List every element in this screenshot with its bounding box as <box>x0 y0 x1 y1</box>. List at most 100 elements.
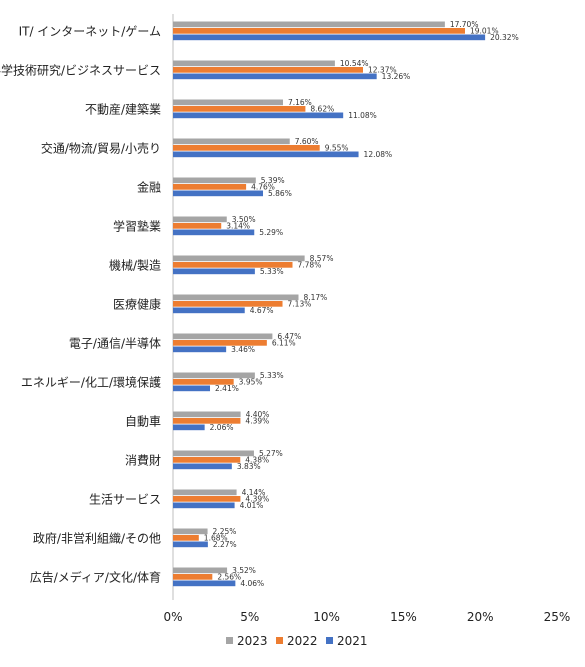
bar-2023 <box>173 138 290 145</box>
bar-2021 <box>173 229 255 236</box>
bar-2021 <box>173 424 205 431</box>
category-label: 消費財 <box>125 452 161 467</box>
data-label: 4.39% <box>245 494 269 503</box>
x-tick-label: 10% <box>313 610 340 624</box>
bar-2023 <box>173 372 255 379</box>
category-label: 医療健康 <box>113 296 161 311</box>
bar-2023 <box>173 567 228 574</box>
bar-2022 <box>173 28 465 34</box>
data-label: 8.62% <box>310 104 334 113</box>
bar-2021 <box>173 151 359 158</box>
data-label: 4.39% <box>245 416 269 425</box>
category-label: エネルギー/化工/環境保護 <box>21 374 161 389</box>
x-tick-label: 25% <box>544 610 571 624</box>
data-label: 5.39% <box>261 176 285 185</box>
bar-2022 <box>173 262 293 268</box>
x-tick-label: 20% <box>467 610 494 624</box>
bar-2022 <box>173 457 241 463</box>
bar-2021 <box>173 112 344 119</box>
bar-2022 <box>173 418 241 424</box>
data-label: 11.08% <box>348 111 377 120</box>
data-label: 7.16% <box>288 98 312 107</box>
category-label: IT/ インターネット/ゲーム <box>19 24 161 38</box>
data-label: 2.41% <box>215 384 239 393</box>
bar-2023 <box>173 99 283 106</box>
bar-2023 <box>173 411 241 418</box>
bar-2022 <box>173 223 222 229</box>
data-label: 5.29% <box>259 228 283 237</box>
bar-2022 <box>173 496 241 502</box>
data-label: 7.78% <box>298 260 322 269</box>
bar-2023 <box>173 216 227 223</box>
bar-2021 <box>173 34 486 41</box>
bar-2021 <box>173 268 255 275</box>
category-label: 政府/非営利組織/その他 <box>33 530 161 545</box>
legend-swatch-2021 <box>326 637 333 644</box>
x-tick-label: 0% <box>163 610 182 624</box>
data-label: 4.38% <box>245 455 269 464</box>
data-label: 3.52% <box>232 566 256 575</box>
category-label: 科学技術研究/ビジネスサービス <box>0 62 161 77</box>
bar-2021 <box>173 580 236 587</box>
data-label: 4.01% <box>240 501 264 510</box>
x-tick-label: 15% <box>390 610 417 624</box>
bar-2023 <box>173 255 305 262</box>
data-label: 3.95% <box>239 377 263 386</box>
legend-label: 2022 <box>287 634 318 648</box>
data-label: 4.40% <box>246 410 270 419</box>
bar-2022 <box>173 379 234 385</box>
data-label: 1.68% <box>204 533 228 542</box>
category-label: 電子/通信/半導体 <box>69 336 161 350</box>
data-label: 2.06% <box>210 423 234 432</box>
bar-2022 <box>173 535 199 541</box>
data-label: 9.55% <box>325 143 349 152</box>
bar-2022 <box>173 67 364 73</box>
bar-2022 <box>173 184 247 190</box>
bar-2022 <box>173 145 320 151</box>
data-label: 6.11% <box>272 338 296 347</box>
bar-2021 <box>173 385 211 392</box>
bar-2023 <box>173 177 256 184</box>
legend-label: 2021 <box>337 634 368 648</box>
data-label: 19.01% <box>470 26 499 35</box>
data-label: 17.70% <box>450 20 479 29</box>
data-label: 5.33% <box>260 267 284 276</box>
category-label: 金融 <box>137 179 161 194</box>
bar-2023 <box>173 60 335 67</box>
bar-2021 <box>173 73 377 80</box>
data-label: 7.13% <box>288 299 312 308</box>
bar-2022 <box>173 106 306 112</box>
legend-label: 2023 <box>237 634 268 648</box>
data-label: 13.26% <box>382 72 411 81</box>
bar-2021 <box>173 307 245 314</box>
data-label: 2.56% <box>217 572 241 581</box>
legend-swatch-2023 <box>226 637 233 644</box>
data-label: 12.08% <box>364 150 393 159</box>
data-label: 5.27% <box>259 449 283 458</box>
bar-2022 <box>173 574 213 580</box>
data-label: 4.14% <box>242 488 266 497</box>
bar-2022 <box>173 301 283 307</box>
data-label: 2.27% <box>213 540 237 549</box>
data-label: 3.50% <box>232 215 256 224</box>
data-label: 4.67% <box>250 306 274 315</box>
category-label: 学習塾業 <box>113 218 161 233</box>
data-label: 4.76% <box>251 182 275 191</box>
x-tick-label: 5% <box>240 610 259 624</box>
category-label: 機械/製造 <box>109 257 161 272</box>
bar-2023 <box>173 294 299 301</box>
category-label: 交通/物流/貿易/小売り <box>41 140 161 155</box>
data-label: 3.14% <box>226 221 250 230</box>
bar-2023 <box>173 21 445 28</box>
bar-2023 <box>173 528 208 535</box>
data-label: 3.83% <box>237 462 261 471</box>
data-label: 8.57% <box>310 254 334 263</box>
bar-2021 <box>173 502 235 509</box>
data-label: 5.86% <box>268 189 292 198</box>
data-label: 10.54% <box>340 59 369 68</box>
data-label: 3.46% <box>231 345 255 354</box>
category-label: 自動車 <box>125 414 161 428</box>
data-label: 4.06% <box>240 579 264 588</box>
